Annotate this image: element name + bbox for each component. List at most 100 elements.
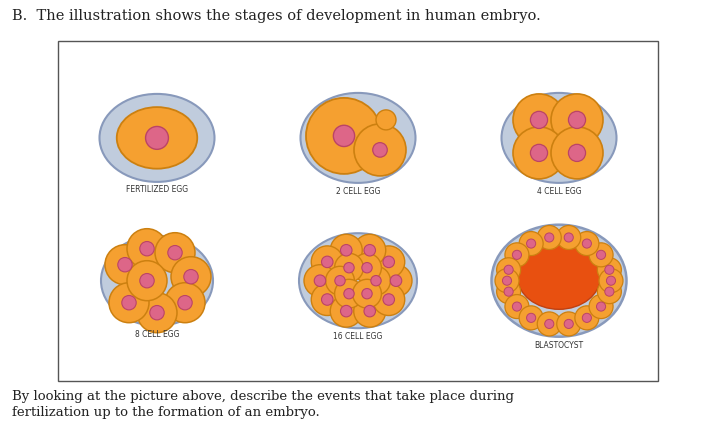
Ellipse shape	[492, 225, 626, 337]
Circle shape	[497, 280, 521, 304]
Circle shape	[513, 94, 565, 146]
Circle shape	[519, 306, 543, 330]
Circle shape	[568, 144, 585, 162]
Circle shape	[531, 144, 548, 162]
Circle shape	[373, 284, 405, 316]
Circle shape	[127, 229, 167, 269]
Circle shape	[122, 296, 136, 310]
Circle shape	[168, 246, 182, 260]
Circle shape	[596, 250, 606, 259]
Circle shape	[598, 258, 621, 282]
Circle shape	[137, 293, 177, 333]
Text: 4 CELL EGG: 4 CELL EGG	[536, 187, 581, 196]
Circle shape	[354, 124, 406, 176]
Circle shape	[306, 98, 382, 174]
Circle shape	[362, 289, 372, 299]
Circle shape	[171, 257, 211, 297]
Circle shape	[504, 287, 513, 296]
Circle shape	[598, 280, 621, 304]
Text: FERTILIZED EGG: FERTILIZED EGG	[126, 185, 188, 194]
Circle shape	[519, 232, 543, 256]
Circle shape	[606, 276, 616, 285]
Circle shape	[564, 233, 573, 242]
Text: 16 CELL EGG: 16 CELL EGG	[333, 332, 383, 341]
Circle shape	[513, 127, 565, 179]
Circle shape	[605, 265, 614, 274]
Circle shape	[371, 276, 381, 286]
Circle shape	[505, 294, 529, 318]
Circle shape	[140, 242, 154, 256]
Circle shape	[551, 94, 603, 146]
Circle shape	[513, 302, 521, 311]
Circle shape	[380, 265, 412, 297]
Circle shape	[314, 275, 325, 286]
Text: 8 CELL EGG: 8 CELL EGG	[135, 330, 179, 339]
Circle shape	[564, 319, 573, 329]
Circle shape	[341, 245, 352, 256]
Circle shape	[354, 234, 386, 266]
Circle shape	[311, 284, 343, 316]
Ellipse shape	[517, 242, 601, 309]
Ellipse shape	[101, 236, 213, 326]
Circle shape	[353, 279, 382, 308]
Circle shape	[531, 111, 548, 128]
Circle shape	[333, 125, 355, 147]
Text: 2 CELL EGG: 2 CELL EGG	[336, 187, 380, 196]
Circle shape	[335, 276, 345, 286]
Circle shape	[582, 239, 591, 248]
Ellipse shape	[117, 107, 197, 169]
Circle shape	[353, 254, 382, 282]
Circle shape	[596, 302, 606, 311]
Circle shape	[127, 261, 167, 301]
Text: BLASTOCYST: BLASTOCYST	[534, 341, 584, 350]
Circle shape	[335, 279, 364, 308]
Circle shape	[526, 313, 536, 322]
Text: B.  The illustration shows the stages of development in human embryo.: B. The illustration shows the stages of …	[12, 9, 541, 23]
Circle shape	[503, 276, 511, 285]
Ellipse shape	[300, 93, 415, 183]
Circle shape	[582, 313, 591, 322]
Circle shape	[165, 283, 205, 323]
Circle shape	[589, 294, 613, 318]
Circle shape	[325, 266, 354, 295]
Circle shape	[155, 233, 195, 273]
Ellipse shape	[502, 93, 616, 183]
Circle shape	[304, 265, 336, 297]
Circle shape	[145, 127, 168, 149]
Circle shape	[537, 312, 562, 336]
Circle shape	[178, 296, 192, 310]
Circle shape	[150, 305, 164, 320]
Circle shape	[589, 243, 613, 267]
Circle shape	[557, 312, 581, 336]
Circle shape	[330, 295, 362, 327]
Circle shape	[545, 319, 554, 329]
Circle shape	[330, 234, 362, 266]
Circle shape	[504, 265, 513, 274]
Circle shape	[344, 289, 354, 299]
Circle shape	[361, 266, 390, 295]
Circle shape	[344, 262, 354, 273]
Circle shape	[383, 256, 395, 268]
Text: By looking at the picture above, describe the events that take place during: By looking at the picture above, describ…	[12, 390, 514, 403]
Circle shape	[373, 246, 405, 278]
Circle shape	[311, 246, 343, 278]
Circle shape	[497, 258, 521, 282]
Circle shape	[390, 275, 402, 286]
Text: fertilization up to the formation of an embryo.: fertilization up to the formation of an …	[12, 406, 320, 419]
Circle shape	[575, 306, 599, 330]
Circle shape	[568, 111, 585, 128]
Circle shape	[376, 110, 396, 130]
Circle shape	[557, 226, 581, 250]
Circle shape	[105, 245, 145, 285]
Circle shape	[526, 239, 536, 248]
Ellipse shape	[299, 233, 417, 328]
Circle shape	[354, 295, 386, 327]
Circle shape	[599, 269, 623, 293]
Ellipse shape	[99, 94, 215, 182]
Circle shape	[575, 232, 599, 256]
Circle shape	[537, 226, 562, 250]
Circle shape	[364, 245, 376, 256]
Circle shape	[362, 262, 372, 273]
Circle shape	[322, 294, 333, 305]
Bar	[58, 41, 658, 381]
